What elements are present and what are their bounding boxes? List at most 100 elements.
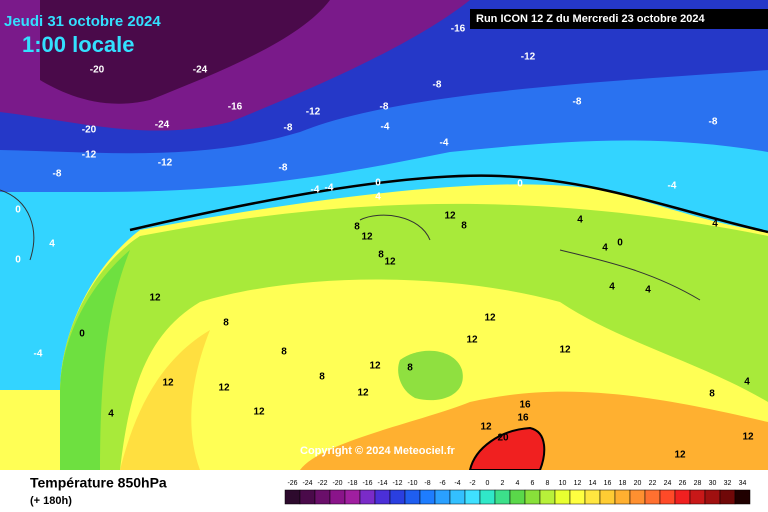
scale-label: -22 [317,480,327,487]
scale-label: 20 [634,480,642,487]
time: 1:00 locale [22,32,135,57]
map-label: -4 [381,122,390,133]
map-label: 12 [674,450,686,461]
run-box [470,9,768,29]
map-label: 16 [519,400,531,411]
scale-label: -20 [332,480,342,487]
scale-label: -6 [439,480,445,487]
scale-label: 32 [724,480,732,487]
map-label: 8 [461,221,467,232]
map-label: 8 [354,222,360,233]
map-label: 0 [375,178,381,189]
map-label: -8 [709,117,718,128]
scale-swatch [599,489,616,505]
color-scale: -26 -24 -22 -20 -18 -16 -14 -12 -10 -8 -6 -4 -2 0 2 4 6 8… [284,480,751,505]
map-label: 0 [517,179,523,190]
map-label: 12 [480,422,492,433]
map-label: 12 [361,232,373,243]
scale-swatch [659,489,676,505]
scale-swatch [344,489,361,505]
map-label: 12 [444,211,456,222]
map-label: -16 [451,24,466,35]
scale-swatch [734,489,751,505]
scale-swatch [644,489,661,505]
scale-label: 26 [679,480,687,487]
map-label: 12 [466,335,478,346]
scale-swatch [539,489,556,505]
map-label: 0 [15,205,21,216]
map-label: -8 [573,97,582,108]
scale-swatch [584,489,601,505]
scale-label: 4 [516,480,520,487]
map-label: 0 [617,238,623,249]
map-label: -12 [306,107,321,118]
map-label: 12 [484,313,496,324]
scale-swatch [434,489,451,505]
scale-swatch [299,489,316,505]
map-label: -4 [311,185,320,196]
map-label: 8 [378,250,384,261]
date: Jeudi 31 octobre 2024 [4,13,161,30]
scale-label: 0 [486,480,490,487]
map-label: -8 [380,102,389,113]
scale-swatch [374,489,391,505]
scale-label: 2 [501,480,505,487]
scale-label: 18 [619,480,627,487]
map-label: -8 [433,80,442,91]
scale-swatch [464,489,481,505]
scale-swatch [554,489,571,505]
map-label: 4 [744,377,750,388]
map-label: 12 [149,293,161,304]
scale-swatch [524,489,541,505]
map-label: 4 [602,243,608,254]
map-label: 4 [609,282,615,293]
map-label: 4 [645,285,651,296]
scale-swatch [494,489,511,505]
scale-label: 12 [574,480,582,487]
map-label: 8 [407,363,413,374]
map-label: 12 [742,432,754,443]
scale-swatch [389,489,406,505]
scale-swatch [704,489,721,505]
map-label: 4 [108,409,114,420]
map-label: -8 [53,169,62,180]
scale-label: 8 [546,480,550,487]
scale-swatch [674,489,691,505]
map-label: 16 [517,413,529,424]
scale-swatch [719,489,736,505]
map [0,0,768,471]
scale-swatch [449,489,466,505]
scale-swatch [689,489,706,505]
map-label: 12 [162,378,174,389]
map-label: -16 [228,102,243,113]
map-label: -8 [279,163,288,174]
map-label: -4 [440,138,449,149]
map-label: -8 [284,123,293,134]
map-label: 4 [375,192,381,203]
scale-swatch [419,489,436,505]
map-label: 4 [712,219,718,230]
map-label: 8 [319,372,325,383]
scale-label: 34 [739,480,747,487]
scale-label: 14 [589,480,597,487]
map-label: 8 [223,318,229,329]
scale-label: -14 [377,480,387,487]
scale-swatch [509,489,526,505]
map-label: 8 [281,347,287,358]
map-label: -20 [90,65,105,76]
scale-label: -4 [454,480,460,487]
map-label: 0 [15,255,21,266]
map-label: -4 [668,181,677,192]
copyright: Copyright © 2024 Meteociel.fr [300,445,456,457]
scale-label: 30 [709,480,717,487]
map-label: 0 [79,329,85,340]
scale-swatch [569,489,586,505]
scale-label: 16 [604,480,612,487]
map-label: 4 [577,215,583,226]
scale-label: -16 [362,480,372,487]
scale-swatch [359,489,376,505]
scale-label: 24 [664,480,672,487]
scale-label: -24 [302,480,312,487]
